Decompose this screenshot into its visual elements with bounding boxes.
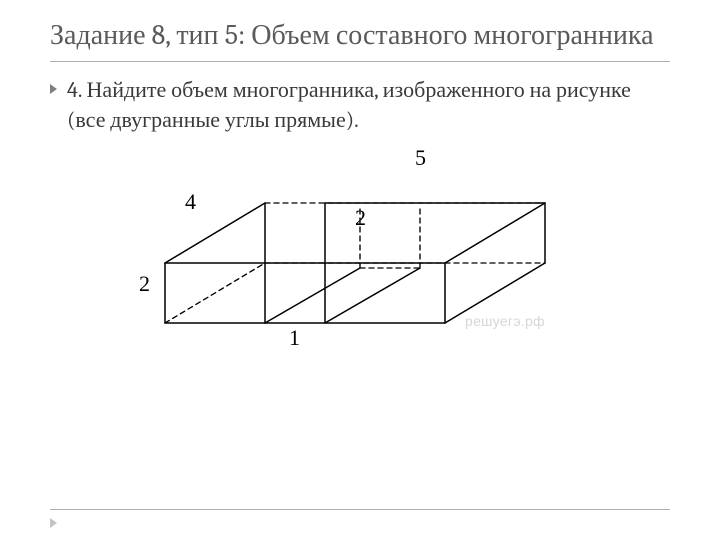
polyhedron-svg (145, 153, 575, 373)
dim-left-height: 2 (139, 271, 150, 297)
problem-text: 4. Найдите объем многогранника, изображе… (67, 76, 670, 135)
page-title: Задание 8, тип 5: Объем составного много… (50, 18, 670, 53)
footer-divider (50, 509, 670, 510)
title-divider (50, 61, 670, 62)
footer-bullet-icon (50, 518, 57, 528)
dim-left-depth: 4 (185, 189, 196, 215)
problem-row: 4. Найдите объем многогранника, изображе… (50, 76, 670, 135)
dim-top-back: 5 (415, 145, 426, 171)
dim-notch-top: 2 (355, 205, 366, 231)
polyhedron-figure: 5 4 2 2 1 решуегэ.рф (145, 153, 575, 373)
bullet-icon (50, 84, 57, 94)
figure-watermark: решуегэ.рф (465, 313, 545, 329)
dim-notch-bottom: 1 (289, 325, 300, 351)
